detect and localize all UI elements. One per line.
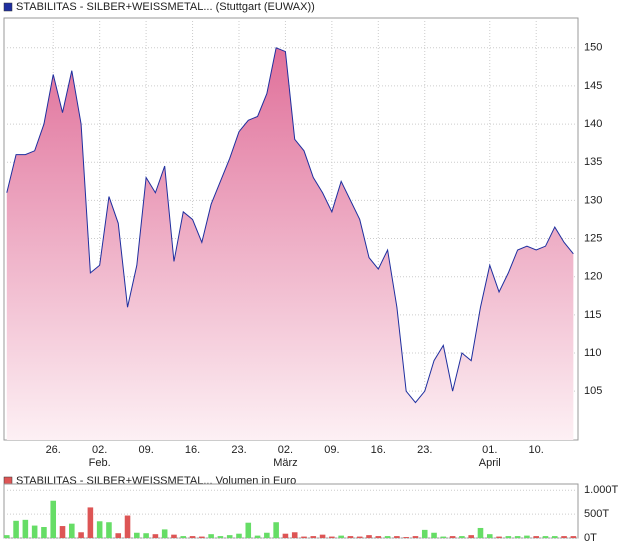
x-tick-label: 10. <box>529 444 544 456</box>
bar <box>50 500 57 538</box>
bar <box>161 529 168 538</box>
x-tick-label: 23. <box>231 444 246 456</box>
x-tick-label: 16. <box>185 444 200 456</box>
bar <box>570 536 577 538</box>
bar <box>459 536 465 538</box>
y-tick-label: 130 <box>584 194 602 206</box>
bar <box>171 534 177 538</box>
y-tick-label: 140 <box>584 118 602 130</box>
bar <box>245 522 252 538</box>
x-tick-label: 23. <box>417 444 432 456</box>
bar <box>440 536 447 538</box>
month-label: April <box>479 457 501 469</box>
bar <box>375 536 382 538</box>
bar <box>384 536 391 538</box>
bar <box>4 535 10 538</box>
bar <box>347 536 354 538</box>
bar <box>236 533 242 538</box>
bar <box>152 534 159 538</box>
bar <box>115 533 122 538</box>
bar <box>273 522 279 538</box>
x-tick-label: 02. <box>278 444 293 456</box>
bar <box>514 536 521 538</box>
bar <box>533 536 539 538</box>
y-tick-label: 125 <box>584 232 602 244</box>
x-tick-label: 09. <box>138 444 153 456</box>
bar <box>41 527 47 538</box>
bar <box>143 533 149 538</box>
bar <box>31 525 38 538</box>
x-tick-label: 01. <box>482 444 497 456</box>
chart-title: STABILITAS - SILBER+WEISSMETAL... (Stutt… <box>16 1 315 13</box>
bar <box>134 532 140 538</box>
bar <box>356 536 363 538</box>
bar <box>226 535 233 538</box>
y-tick-label: 105 <box>584 385 602 397</box>
y-tick-label: 1.000T <box>584 484 619 496</box>
bar <box>403 537 409 538</box>
bar <box>421 529 428 538</box>
bar <box>199 536 205 538</box>
bar <box>96 521 103 538</box>
y-tick-label: 110 <box>584 347 602 359</box>
bar <box>366 535 372 538</box>
bar <box>496 536 502 538</box>
bar <box>264 532 270 538</box>
x-tick-label: 26. <box>46 444 61 456</box>
bar <box>412 536 419 538</box>
bar <box>310 536 317 538</box>
y-tick-label: 500T <box>584 508 609 520</box>
bar <box>338 535 344 538</box>
bar <box>551 536 558 538</box>
y-tick-label: 150 <box>584 42 602 54</box>
bar <box>180 536 187 538</box>
bar <box>486 534 493 538</box>
bar <box>431 532 437 538</box>
bar <box>78 532 84 538</box>
x-tick-label: 02. <box>92 444 107 456</box>
x-tick-label: 09. <box>324 444 339 456</box>
bar <box>561 536 567 538</box>
bar <box>189 536 196 538</box>
month-label: März <box>273 457 297 469</box>
bar <box>254 535 261 538</box>
bar <box>291 532 298 538</box>
y-tick-label: 135 <box>584 156 602 168</box>
bar <box>59 526 66 538</box>
bar <box>524 535 530 538</box>
bar <box>208 534 214 538</box>
bar <box>449 536 456 538</box>
bar <box>124 515 131 538</box>
y-tick-label: 0T <box>584 532 597 544</box>
bar <box>106 522 112 538</box>
bar <box>301 536 307 538</box>
month-label: Feb. <box>89 457 111 469</box>
bar <box>477 527 484 538</box>
bar <box>217 536 224 538</box>
area <box>6 47 574 441</box>
bar <box>282 533 289 538</box>
y-tick-label: 145 <box>584 80 602 92</box>
x-tick-label: 16. <box>371 444 386 456</box>
bar <box>542 536 549 538</box>
bar <box>13 520 19 538</box>
bar <box>319 534 326 538</box>
y-tick-label: 120 <box>584 271 602 283</box>
bar <box>394 536 400 538</box>
bar <box>329 536 335 538</box>
legend-swatch <box>3 2 13 12</box>
bar <box>505 536 512 538</box>
line <box>6 47 574 404</box>
bar <box>87 507 94 538</box>
bar <box>468 535 474 538</box>
y-tick-label: 115 <box>584 309 602 321</box>
bar <box>69 523 75 538</box>
bar <box>22 519 29 538</box>
